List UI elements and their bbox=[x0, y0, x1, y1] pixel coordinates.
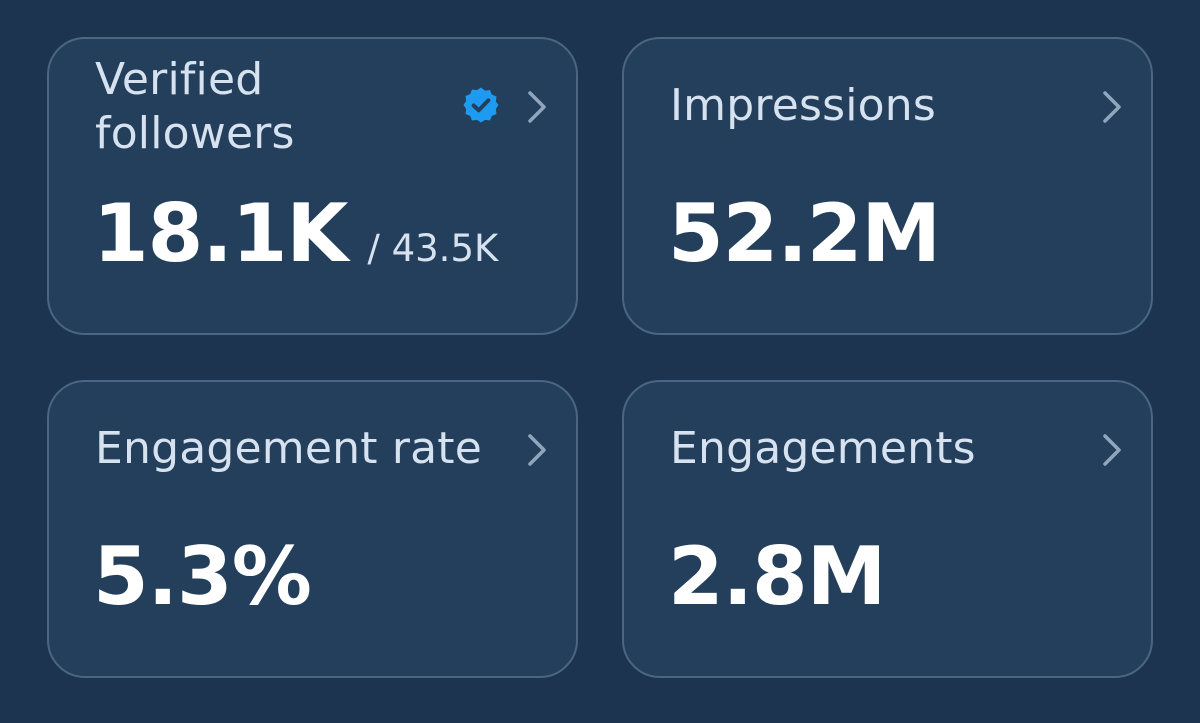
chevron-right-icon[interactable] bbox=[522, 430, 550, 470]
engagements-label: Engagements bbox=[670, 423, 976, 474]
chevron-right-icon[interactable] bbox=[1097, 87, 1125, 127]
engagement-rate-label: Engagement rate bbox=[95, 423, 483, 474]
verified-followers-card[interactable]: Verified followers 18.1K / 43.5K bbox=[47, 37, 578, 335]
verified-badge-icon bbox=[463, 87, 499, 123]
impressions-card[interactable]: Impressions 52.2M bbox=[622, 37, 1153, 335]
engagements-card[interactable]: Engagements 2.8M bbox=[622, 380, 1153, 678]
chevron-right-icon[interactable] bbox=[1097, 430, 1125, 470]
chevron-right-icon[interactable] bbox=[522, 87, 550, 127]
verified-followers-label: Verified followers bbox=[95, 54, 295, 159]
impressions-label: Impressions bbox=[670, 80, 936, 131]
verified-followers-count: 18.1K bbox=[93, 187, 348, 280]
engagements-value: 2.8M bbox=[668, 530, 886, 623]
total-followers-count: / 43.5K bbox=[367, 227, 499, 270]
engagement-rate-card[interactable]: Engagement rate 5.3% bbox=[47, 380, 578, 678]
engagement-rate-value: 5.3% bbox=[93, 530, 312, 623]
verified-followers-value: 18.1K / 43.5K bbox=[93, 189, 498, 294]
impressions-value: 52.2M bbox=[668, 187, 941, 280]
